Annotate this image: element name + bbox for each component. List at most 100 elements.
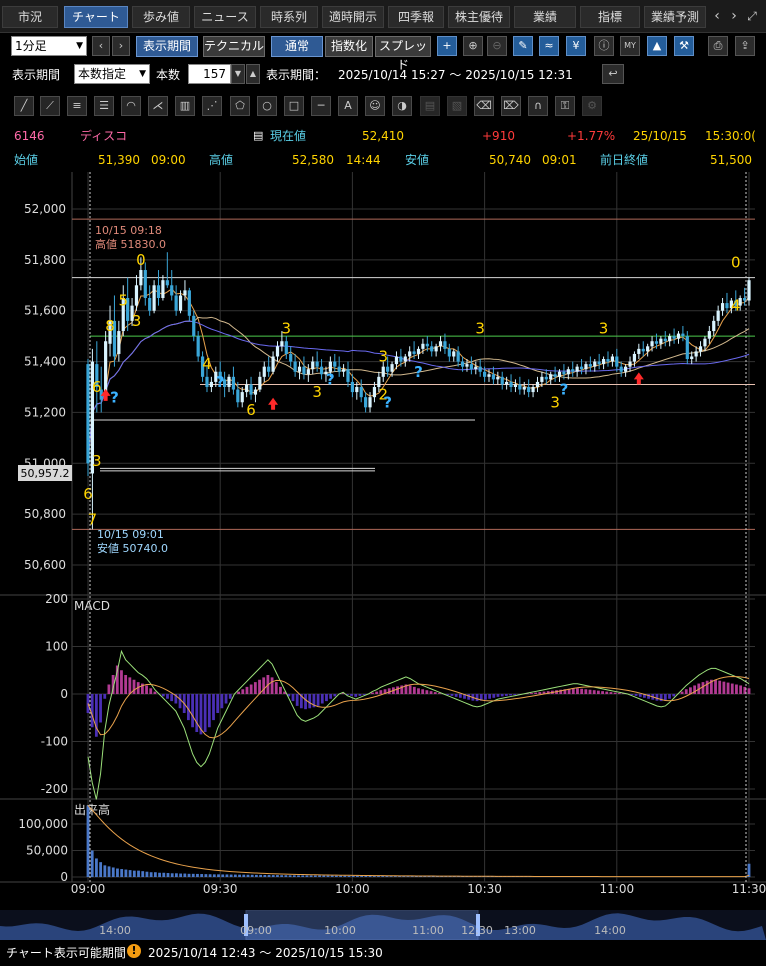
wave-chart-icon[interactable]: ≈	[539, 36, 559, 56]
next-arrow-icon[interactable]: ›	[112, 36, 130, 56]
zoom-in-icon[interactable]: ⊕	[463, 36, 483, 56]
macd-histogram-bar	[253, 682, 257, 694]
candle-body	[597, 361, 601, 365]
volume-bar	[747, 863, 751, 877]
macd-histogram-bar	[354, 694, 358, 697]
volume-bar	[116, 868, 119, 877]
candle-body	[306, 369, 310, 375]
my-chart-icon[interactable]: MY	[620, 36, 640, 56]
tab-benefits[interactable]: 株主優待	[448, 6, 510, 28]
candle-body	[324, 371, 328, 375]
document-icon[interactable]: ▤	[253, 129, 264, 142]
tab-chart[interactable]: チャート	[64, 6, 128, 28]
prev-arrow-icon[interactable]: ‹	[92, 36, 110, 56]
fan-lines-icon[interactable]: ⋌	[148, 96, 168, 116]
tab-forecast[interactable]: 業績予測	[644, 6, 706, 28]
warning-icon[interactable]: !	[127, 944, 141, 958]
candle-body	[231, 376, 236, 390]
paste-icon[interactable]: ▧	[447, 96, 467, 116]
macd-histogram-bar	[249, 684, 253, 694]
chart-toolbar: 1分足 ▼ ‹ › 表示期間 テクニカル 通常 指数化 スプレッド + ⊕ ⊖ …	[0, 33, 766, 72]
macd-histogram-bar	[559, 689, 563, 694]
count-down-icon[interactable]: ▼	[231, 64, 245, 84]
navigator-canvas[interactable]: 14:00 09:00 10:00 11:00 12:30 13:00 14:00	[0, 909, 766, 941]
print-icon[interactable]: ⎙	[708, 36, 728, 56]
eraser-all-icon[interactable]: ⌦	[501, 96, 521, 116]
ruler-icon[interactable]: ⟋	[40, 96, 60, 116]
tab-shikiho[interactable]: 四季報	[388, 6, 444, 28]
parallel-lines-icon[interactable]: ≡	[67, 96, 87, 116]
rectangle-icon[interactable]: □	[284, 96, 304, 116]
technical-button[interactable]: テクニカル	[203, 36, 265, 57]
pentagon-icon[interactable]: ⬠	[230, 96, 250, 116]
yen-icon[interactable]: ¥	[566, 36, 586, 56]
expand-icon[interactable]: ⤢	[747, 9, 757, 23]
tab-market[interactable]: 市況	[2, 6, 58, 28]
candle-body	[505, 381, 509, 385]
export-icon[interactable]: ⇪	[735, 36, 755, 56]
chart-canvas[interactable]: 09:00 09:30 10:00 10:30 11:00 11:30 52,000 51,8…	[0, 172, 766, 907]
macd-line	[87, 649, 750, 800]
interval-select[interactable]: 1分足 ▼	[11, 36, 87, 56]
trendline-icon[interactable]: ╱	[14, 96, 34, 116]
candle-body	[341, 369, 346, 372]
zoom-out-icon[interactable]: ⊖	[487, 36, 507, 56]
magnet-icon[interactable]: ∩	[528, 96, 548, 116]
macd-histogram-bar	[492, 694, 496, 698]
tab-news[interactable]: ニュース	[194, 6, 256, 28]
hline-icon[interactable]: ─	[311, 96, 331, 116]
period-type-select[interactable]: 本数指定 ▼	[74, 64, 150, 84]
horizontal-lines-icon[interactable]: ☰	[94, 96, 114, 116]
chart-area[interactable]: 09:00 09:30 10:00 10:30 11:00 11:30 52,000 51,8…	[0, 172, 766, 907]
copy-icon[interactable]: ▤	[420, 96, 440, 116]
count-label: 3	[282, 320, 292, 338]
lock-icon[interactable]: ⚿	[555, 96, 575, 116]
crosshair-icon[interactable]: +	[437, 36, 457, 56]
macd-histogram-bar	[438, 693, 441, 694]
candle-body	[377, 376, 381, 387]
mode-normal-button[interactable]: 通常	[271, 36, 323, 57]
count-input[interactable]: 157	[188, 64, 231, 84]
mode-spread-button[interactable]: スプレッド	[375, 36, 431, 72]
period-button[interactable]: 表示期間	[136, 36, 198, 57]
reset-icon[interactable]: ↩	[602, 64, 624, 84]
candle-body	[465, 364, 469, 367]
footer-range: 2025/10/14 12:43 ～ 2025/10/15 15:30	[148, 946, 383, 960]
tab-disclosure[interactable]: 適時開示	[322, 6, 384, 28]
macd-histogram-bar	[684, 689, 688, 694]
macd-histogram-bar	[417, 688, 420, 694]
mode-index-button[interactable]: 指数化	[325, 36, 373, 57]
tab-indicators[interactable]: 指標	[580, 6, 640, 28]
count-up-icon[interactable]: ▲	[246, 64, 260, 84]
gann-fan-icon[interactable]: ⋰	[202, 96, 222, 116]
area-chart-icon[interactable]: ▲	[647, 36, 667, 56]
eraser-icon[interactable]: ⌫	[474, 96, 494, 116]
macd-histogram-bar	[329, 694, 333, 699]
pen-icon[interactable]: ✎	[513, 36, 533, 56]
text-icon[interactable]: A	[338, 96, 358, 116]
info-icon[interactable]: ⓘ	[594, 36, 614, 56]
price-change-pct: +1.77%	[567, 129, 616, 143]
wrench-icon[interactable]: ⚒	[674, 36, 694, 56]
up-arrow-icon	[268, 397, 279, 410]
tab-prev-icon[interactable]: ‹	[714, 8, 720, 24]
fan-arc-icon[interactable]: ◠	[121, 96, 141, 116]
macd-histogram-bar	[567, 688, 571, 694]
tab-performance[interactable]: 業績	[514, 6, 576, 28]
vertical-lines-icon[interactable]: ▥	[175, 96, 195, 116]
macd-histogram-bar	[107, 684, 111, 694]
candle-body	[355, 387, 359, 393]
stamp-icon[interactable]: ◑	[392, 96, 412, 116]
candle-body	[421, 343, 425, 349]
tab-timeseries[interactable]: 時系列	[260, 6, 318, 28]
tab-next-icon[interactable]: ›	[731, 8, 737, 24]
macd-histogram-bar	[195, 694, 199, 732]
tab-ticks[interactable]: 歩み値	[132, 6, 190, 28]
smiley-icon[interactable]: ☺	[365, 96, 385, 116]
macd-histogram-bar	[613, 692, 617, 694]
settings-icon[interactable]: ⚙	[582, 96, 602, 116]
chart-navigator[interactable]: 14:00 09:00 10:00 11:00 12:30 13:00 14:00	[0, 909, 766, 941]
circle-icon[interactable]: ○	[257, 96, 277, 116]
candle-body	[430, 346, 434, 352]
macd-histogram-bar	[647, 694, 650, 699]
